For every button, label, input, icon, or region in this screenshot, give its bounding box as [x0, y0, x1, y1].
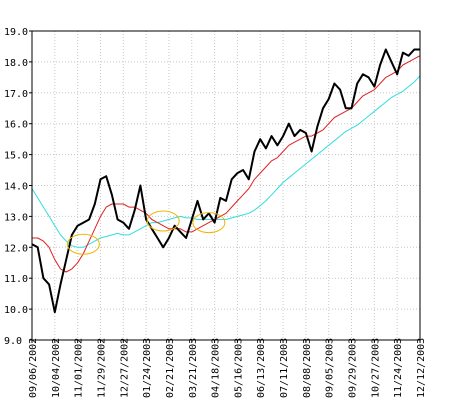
y-tick-label: 17.0: [4, 89, 28, 100]
x-tick-label: 05/16/2003: [233, 338, 244, 398]
x-tick-label: 06/13/2003: [256, 338, 267, 398]
highlight-circle: [192, 212, 226, 234]
x-tick-label: 11/24/2003: [393, 338, 404, 398]
series-layer: [31, 48, 421, 314]
x-tick-label: 09/29/2003: [348, 338, 359, 398]
series-line-price: [31, 48, 420, 314]
y-tick-label: 19.0: [4, 27, 28, 38]
x-tick-label: 02/21/2003: [165, 338, 176, 398]
series-line-fast-ma: [32, 55, 421, 273]
x-tick-label: 09/06/2002: [28, 338, 39, 398]
x-tick-label: 12/12/2003: [416, 338, 427, 398]
x-tick-label: 10/04/2002: [51, 338, 62, 398]
x-tick-label: 08/08/2003: [302, 338, 313, 398]
y-tick-label: 9.0: [4, 336, 22, 347]
x-tick-label: 11/29/2002: [96, 338, 107, 398]
x-tick-label: 12/27/2002: [119, 338, 130, 398]
x-tick-label: 11/01/2002: [74, 338, 85, 398]
grid-layer: [32, 31, 420, 340]
axis-layer: 9.0 10.0 11.0 12.0 13.0 14.0 15.0 16.0 17.0 18.0 1…: [4, 27, 427, 398]
x-tick-label: 10/27/2003: [370, 338, 381, 398]
y-tick-label: 12.0: [4, 243, 28, 254]
x-tick-label: 09/05/2003: [325, 338, 336, 398]
y-tick-label: 13.0: [4, 212, 28, 223]
y-tick-label: 14.0: [4, 182, 28, 193]
x-tick-label: 03/21/2003: [188, 338, 199, 398]
y-tick-label: 10.0: [4, 305, 28, 316]
y-tick-label: 15.0: [4, 151, 28, 162]
y-tick-label: 16.0: [4, 120, 28, 131]
x-tick-label: 01/24/2003: [142, 338, 153, 398]
series-line-slow-ma: [31, 75, 421, 248]
y-tick-label: 11.0: [4, 274, 28, 285]
highlight-circle: [146, 210, 180, 232]
y-tick-label: 18.0: [4, 58, 28, 69]
x-tick-label: 07/11/2003: [279, 338, 290, 398]
highlight-circle: [66, 233, 100, 255]
x-tick-label: 04/18/2003: [211, 338, 222, 398]
annotation-layer: [66, 210, 226, 255]
plot-frame: [31, 30, 421, 341]
